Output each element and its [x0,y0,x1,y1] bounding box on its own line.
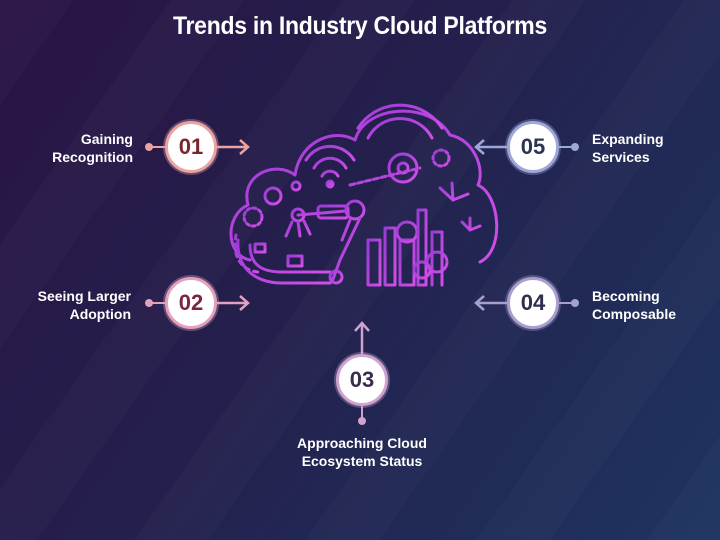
connector-05 [474,139,579,155]
robot-arm-icon [284,199,366,284]
trend-label-04-line2: Composable [592,306,677,322]
connector-01 [145,139,250,155]
trend-badge-01: 01 [165,121,217,173]
trend-label-05-line1: Expanding [592,131,664,147]
connector-02 [145,295,250,311]
wifi-icon [304,144,356,189]
factory-tanks-icon [362,208,452,287]
trend-label-01-line2: Recognition [52,149,133,165]
wind-turbine-icon [438,181,482,287]
trend-label-02: Seeing Larger Adoption [38,287,131,323]
trend-label-03-line2: Ecosystem Status [301,453,423,469]
trend-badge-02: 02 [165,277,217,329]
trend-label-05: Expanding Services [592,130,664,166]
trend-badge-03: 03 [336,354,388,406]
page-title: Trends in Industry Cloud Platforms [172,12,547,40]
trend-badge-04: 04 [507,277,559,329]
industry-cloud-icon [229,103,499,287]
trend-label-03-line1: Approaching Cloud [297,435,427,451]
trend-label-02-line2: Adoption [69,306,131,322]
conveyor-belt-icon [236,166,422,285]
trend-label-03: Approaching Cloud Ecosystem Status [282,434,442,470]
trend-label-01-line1: Gaining [80,131,133,147]
trend-label-04-line1: Becoming [592,288,660,304]
trend-label-05-line2: Services [592,149,650,165]
trend-label-01: Gaining Recognition [52,130,133,166]
gear-icon [242,148,451,228]
connector-04 [474,295,579,311]
trend-label-04: Becoming Composable [592,287,676,323]
trend-badge-05: 05 [507,121,559,173]
connector-03 [354,321,370,425]
trend-label-02-line1: Seeing Larger [37,288,131,304]
cloud-icon [229,109,499,264]
